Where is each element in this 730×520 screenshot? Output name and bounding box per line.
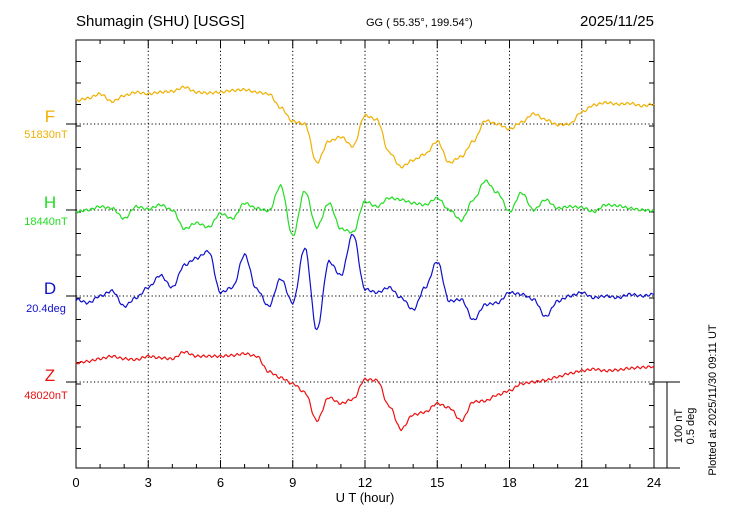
scale-bar — [654, 381, 680, 469]
label-d: D — [44, 279, 56, 298]
series-line-d — [75, 233, 655, 331]
x-tick-label: 9 — [289, 475, 296, 490]
x-tick-label: 0 — [72, 475, 79, 490]
x-tick-label: 12 — [358, 475, 372, 490]
baseline-d: 20.4deg — [26, 303, 66, 315]
x-tick-label: 6 — [217, 475, 224, 490]
x-tick-label: 18 — [502, 475, 516, 490]
grid-lines — [76, 40, 654, 468]
station-title: Shumagin (SHU) [USGS] — [76, 13, 244, 30]
scale-deg-label: 0.5 deg — [685, 408, 697, 445]
plotted-note: Plotted at 2025/11/30 09:11 UT — [707, 324, 719, 476]
scale-nt-label: 100 nT — [673, 409, 685, 444]
x-tick-label: 24 — [647, 475, 661, 490]
baseline-z: 48020nT — [24, 390, 68, 402]
label-h: H — [44, 193, 56, 212]
series-line-f — [75, 85, 655, 169]
label-f: F — [45, 107, 55, 126]
series-line-z — [75, 350, 655, 432]
series-lines — [75, 85, 655, 432]
axis-ticks: 0 3 6 9 12 15 18 21 24 — [66, 40, 661, 490]
x-axis-label: U T (hour) — [336, 490, 395, 505]
x-tick-label: 15 — [430, 475, 444, 490]
label-z: Z — [45, 366, 55, 385]
series-line-h — [75, 179, 655, 236]
baseline-h: 18440nT — [24, 216, 68, 228]
baseline-f: 51830nT — [24, 129, 68, 141]
x-tick-label: 21 — [575, 475, 589, 490]
x-tick-label: 3 — [145, 475, 152, 490]
station-coords: GG ( 55.35°, 199.54°) — [366, 17, 473, 29]
date-label: 2025/11/25 — [580, 13, 654, 30]
